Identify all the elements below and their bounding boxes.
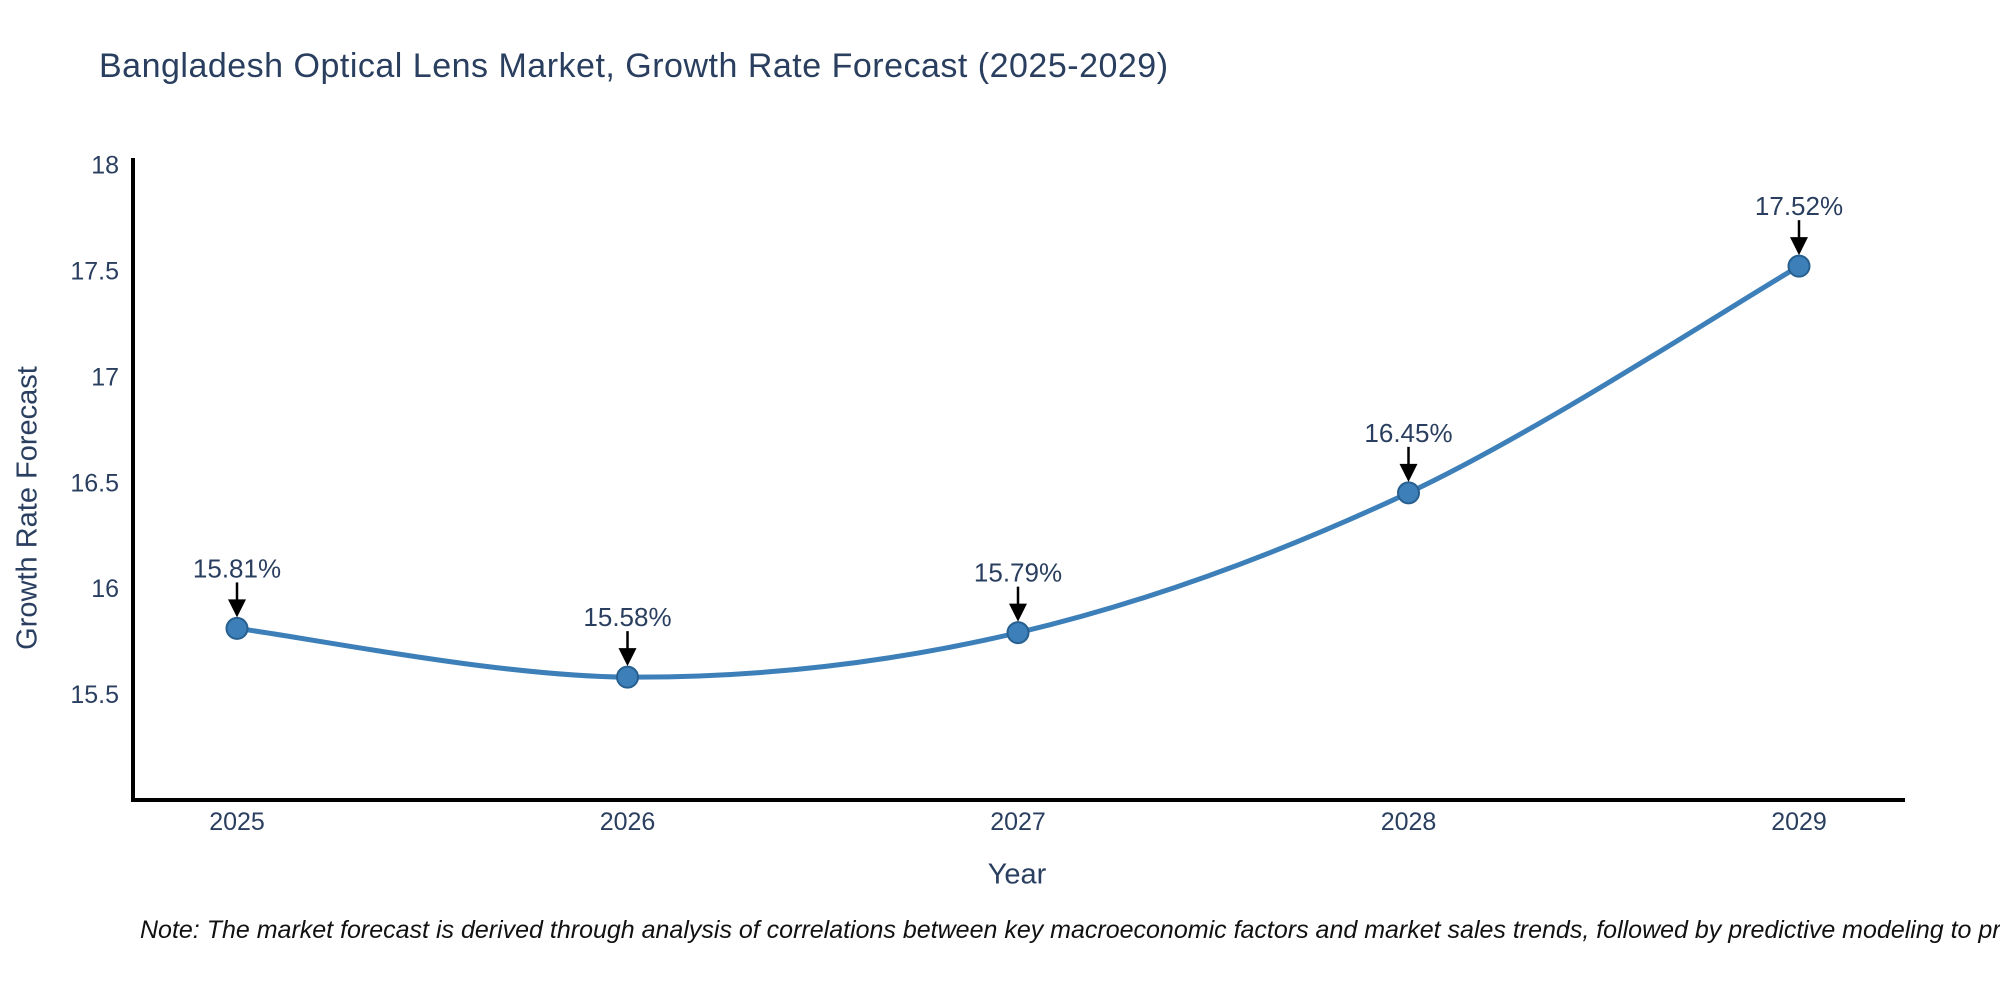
annotation-arrow-head: [1009, 603, 1027, 622]
y-tick-label: 17: [91, 363, 119, 391]
footnote: Note: The market forecast is derived thr…: [140, 916, 2000, 944]
data-point-2027: [1006, 621, 1030, 645]
x-axis-title: Year: [987, 858, 1047, 891]
data-point-2028: [1397, 481, 1420, 505]
data-point-2026: [616, 665, 639, 689]
x-tick-label: 2027: [990, 808, 1046, 836]
x-tick-label: 2025: [209, 808, 265, 836]
y-tick-label: 18: [91, 152, 119, 180]
x-tick-label: 2028: [1381, 808, 1437, 836]
annotation-arrow-head: [228, 599, 246, 618]
annotation-arrow-head: [1399, 463, 1418, 482]
point-value-label: 17.52%: [1755, 191, 1843, 221]
point-value-label: 15.81%: [193, 553, 281, 583]
annotation-arrow-head: [618, 648, 637, 667]
chart-title: Bangladesh Optical Lens Market, Growth R…: [99, 47, 1169, 85]
point-value-label: 16.45%: [1364, 418, 1452, 448]
y-tick-label: 15.5: [70, 681, 119, 709]
y-tick-label: 16: [91, 575, 119, 603]
annotation-arrow-head: [1790, 237, 1808, 256]
x-tick-label: 2026: [600, 808, 656, 836]
data-point-2025: [225, 616, 249, 640]
y-tick-label: 16.5: [70, 469, 119, 497]
point-value-label: 15.58%: [583, 602, 671, 632]
y-tick-label: 17.5: [70, 257, 119, 285]
data-point-2029: [1787, 254, 1811, 278]
x-tick-label: 2029: [1771, 808, 1827, 836]
point-value-label: 15.79%: [974, 558, 1062, 588]
